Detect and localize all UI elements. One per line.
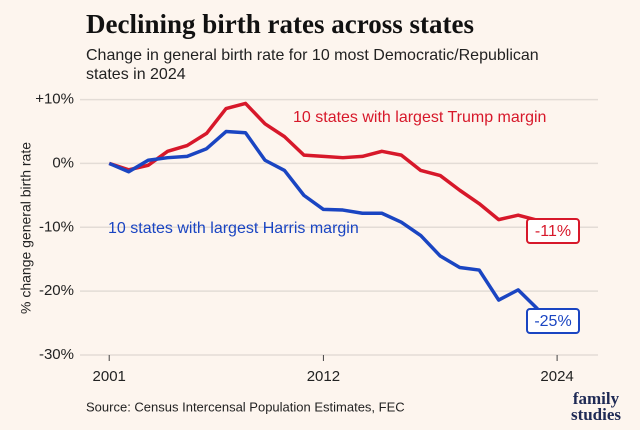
subtitle: Change in general birth rate for 10 most… <box>86 47 539 64</box>
x-tick-label: 2012 <box>307 368 340 385</box>
series-line <box>108 129 539 311</box>
series-line <box>108 101 539 222</box>
chart-title: Declining birth rates across states <box>86 9 474 39</box>
legend-label: 10 states with largest Trump margin <box>293 109 546 126</box>
source: Source: Census Intercensal Population Es… <box>86 399 405 414</box>
y-tick-label: 0% <box>52 154 74 171</box>
end-label-box <box>526 218 580 244</box>
y-tick-label: -10% <box>39 218 74 235</box>
end-label-box <box>526 308 580 334</box>
subtitle: states in 2024 <box>86 66 186 83</box>
y-tick-label: -20% <box>39 282 74 299</box>
end-label: -11% <box>535 223 571 240</box>
x-tick-label: 2001 <box>93 368 126 385</box>
y-tick-label: +10% <box>35 91 74 108</box>
end-label: -25% <box>534 313 571 330</box>
y-tick-label: -30% <box>39 346 74 363</box>
legend-label: 10 states with largest Harris margin <box>108 220 359 237</box>
y-axis-label: % change general birth rate <box>18 142 34 314</box>
logo: studies <box>571 405 621 424</box>
logo: family <box>573 389 620 408</box>
x-tick-label: 2024 <box>540 368 573 385</box>
